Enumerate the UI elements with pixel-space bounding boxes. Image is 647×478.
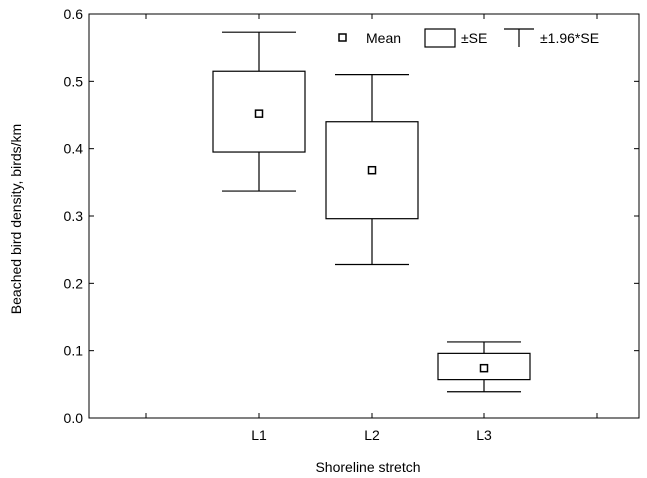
mean-marker <box>479 363 489 373</box>
y-tick-label: 0.2 <box>64 275 84 291</box>
y-tick-label: 0.5 <box>64 73 84 89</box>
data-marks-group <box>212 31 531 393</box>
x-axis-title: Shoreline stretch <box>315 459 420 475</box>
y-tick-label: 0.4 <box>64 141 84 157</box>
x-tick-label: L1 <box>251 427 267 443</box>
y-tick-label: 0.3 <box>64 208 84 224</box>
legend: Mean ±SE ±1.96*SE <box>338 28 599 48</box>
y-axis-title: Beached bird density, birds/km <box>8 124 24 314</box>
y-tick-label: 0.1 <box>64 343 84 359</box>
y-tick-label: 0.6 <box>64 6 84 22</box>
box-group-l1 <box>212 31 306 192</box>
y-tick-label: 0.0 <box>64 410 84 426</box>
legend-mean-label: Mean <box>366 30 401 46</box>
mean-marker <box>367 165 377 175</box>
box-group-l3 <box>437 341 531 393</box>
axes-group: 0.0 0.1 0.2 0.3 0.4 0.5 0.6 L1 L2 L3 <box>64 6 639 443</box>
x-tick-label: L2 <box>364 427 380 443</box>
legend-se-label: ±SE <box>461 30 487 46</box>
legend-se-symbol <box>424 28 456 48</box>
mean-marker <box>254 109 264 118</box>
legend-mean-symbol <box>338 33 347 42</box>
legend-ci-label: ±1.96*SE <box>540 30 599 46</box>
box-group-l2 <box>325 73 419 266</box>
x-tick-label: L3 <box>476 427 492 443</box>
